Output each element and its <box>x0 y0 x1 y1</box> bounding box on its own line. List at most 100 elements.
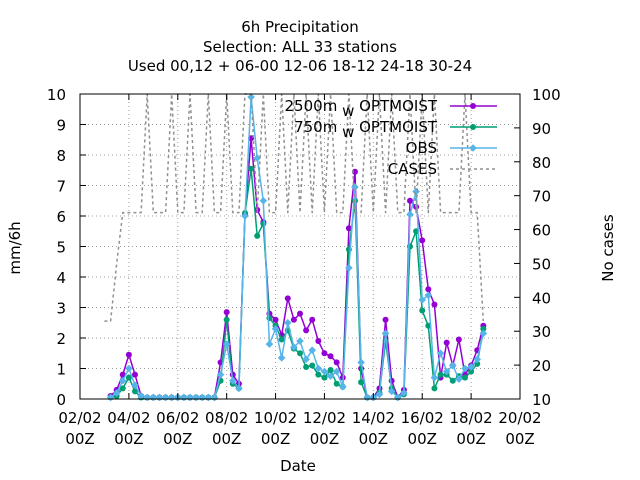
data-point <box>461 364 469 373</box>
data-point <box>418 296 427 304</box>
x-tick-label: 08/02 <box>205 409 248 427</box>
data-point <box>358 379 365 386</box>
data-point <box>407 197 413 204</box>
data-point <box>223 309 230 316</box>
x-tick-label-hour: 00Z <box>505 430 534 448</box>
data-point <box>271 325 280 333</box>
title-line-1: 6h Precipitation <box>241 18 359 36</box>
data-point <box>321 350 328 357</box>
data-point <box>118 376 127 385</box>
data-point <box>425 286 432 293</box>
data-point <box>112 389 121 397</box>
data-point <box>443 339 450 346</box>
data-point <box>283 318 292 327</box>
data-point <box>125 374 132 381</box>
x-tick-label: 12/02 <box>303 409 346 427</box>
y-tick-label: 2 <box>56 330 66 348</box>
data-point <box>455 336 462 343</box>
data-point <box>345 225 352 232</box>
data-point <box>469 144 477 152</box>
data-point <box>449 377 456 384</box>
title-line-3: Used 00,12 + 06-00 12-06 18-12 24-18 30-… <box>128 57 472 75</box>
y2-tick-label: 80 <box>532 154 551 172</box>
y2-tick-label: 50 <box>532 255 551 273</box>
y2-axis-label: No cases <box>599 214 617 282</box>
data-point <box>419 237 426 244</box>
data-point <box>431 301 438 308</box>
data-point <box>254 232 261 239</box>
title-line-2: Selection: ALL 33 stations <box>203 38 397 56</box>
data-point <box>125 351 132 358</box>
y2-tick-label: 70 <box>532 188 551 206</box>
y-tick-label: 6 <box>56 208 66 226</box>
data-point <box>296 337 304 345</box>
data-point <box>132 388 138 395</box>
data-point <box>333 380 340 387</box>
y2-tick-label: 100 <box>532 86 561 104</box>
legend-label: OBS <box>406 139 437 157</box>
data-point <box>381 329 390 338</box>
data-point <box>308 346 317 354</box>
data-point <box>436 349 445 358</box>
chart-title: 6h Precipitation Selection: ALL 33 stati… <box>128 18 472 75</box>
data-point <box>314 364 323 373</box>
data-point <box>479 329 488 338</box>
x-tick-label-hour: 00Z <box>114 430 143 448</box>
data-point <box>125 364 133 373</box>
data-point <box>400 389 408 397</box>
data-point <box>357 358 365 367</box>
data-point <box>470 124 476 130</box>
data-point <box>406 210 414 219</box>
data-point <box>345 264 353 272</box>
data-point <box>462 374 468 381</box>
x-tick-label: 02/02 <box>58 409 101 427</box>
y2-tick-label: 90 <box>532 120 551 138</box>
data-point <box>455 375 463 383</box>
data-point <box>259 196 268 205</box>
data-point <box>437 371 444 378</box>
data-point <box>266 315 273 322</box>
data-point <box>470 103 476 109</box>
data-point <box>480 325 487 332</box>
data-point <box>327 367 334 374</box>
data-point <box>297 350 303 357</box>
x-tick-label: 10/02 <box>254 409 297 427</box>
legend-entry: 2500m w OPTMOIST <box>285 97 497 120</box>
data-point <box>241 212 249 220</box>
data-point <box>419 307 426 314</box>
x-tick-label-hour: 00Z <box>408 430 437 448</box>
data-point <box>223 316 230 323</box>
data-point <box>467 363 475 371</box>
x-tick-label-hour: 00Z <box>65 430 94 448</box>
data-point <box>431 385 438 392</box>
legend-label: 2500m w OPTMOIST <box>285 97 438 120</box>
data-point <box>327 353 334 360</box>
y2-tick-label: 20 <box>532 357 551 375</box>
data-point <box>321 374 328 381</box>
data-point <box>430 373 439 382</box>
data-point <box>137 392 145 400</box>
data-point <box>303 327 310 334</box>
x-tick-label: 06/02 <box>156 409 199 427</box>
data-point <box>161 393 170 402</box>
data-point <box>260 220 267 227</box>
x-tick-label-hour: 00Z <box>261 430 290 448</box>
data-point <box>216 370 225 379</box>
legend-entry: CASES <box>388 160 497 178</box>
data-point <box>412 187 420 196</box>
y-tick-label: 5 <box>56 239 66 257</box>
data-point <box>272 316 279 323</box>
data-point <box>119 385 126 392</box>
data-point <box>309 316 316 323</box>
x-axis-label: Date <box>280 457 316 475</box>
data-point <box>248 165 255 172</box>
data-point <box>326 372 335 380</box>
y-tick-label: 7 <box>56 178 66 196</box>
legend-label: 750m w OPTMOIST <box>294 118 438 141</box>
data-point <box>290 343 298 351</box>
y-tick-label: 4 <box>56 269 66 287</box>
data-point <box>424 291 433 300</box>
data-point <box>320 367 329 376</box>
data-point <box>247 93 255 101</box>
